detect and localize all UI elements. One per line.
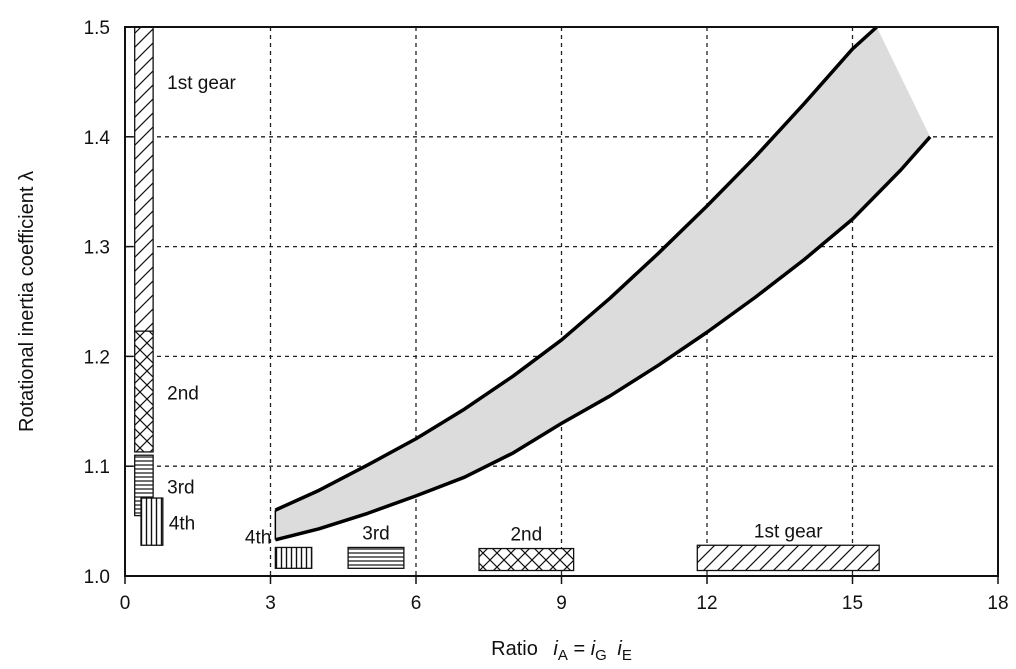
x-tick-label: 3 [265, 593, 276, 614]
x-axis-title-eq: = [573, 638, 585, 660]
y-range-label: 1st gear [167, 73, 236, 94]
x-axis-title-i3: i [617, 638, 622, 660]
y-tick-label: 1.0 [84, 567, 110, 588]
inertia-band [274, 25, 932, 542]
x-tick-label: 9 [556, 593, 567, 614]
y-tick-label: 1.1 [84, 457, 110, 478]
y-range-box [140, 497, 164, 546]
x-range-label: 1st gear [754, 521, 823, 542]
y-range-label: 2nd [167, 384, 199, 405]
lower-curve [274, 135, 932, 542]
x-axis-title-i1: i [553, 638, 558, 660]
x-range-box [347, 546, 405, 569]
x-axis-title: Ratio iA = iG iE [491, 638, 632, 665]
y-range-label: 4th [169, 514, 195, 535]
x-axis-title-sub-g: G [595, 647, 607, 664]
y-range-label: 3rd [167, 477, 194, 498]
x-range-box [478, 547, 575, 572]
y-tick-label: 1.5 [84, 18, 110, 39]
x-tick-label: 15 [842, 593, 863, 614]
x-axis-title-sub-a: A [558, 647, 568, 664]
tick-labels: 0 3 6 9 12 15 18 1.0 1.1 1.2 1.3 1.4 1.5 [84, 18, 1009, 614]
band-fill [275, 27, 931, 540]
gear-ranges [134, 26, 880, 572]
y-tick-label: 1.4 [84, 128, 111, 149]
x-axis-title-prefix: Ratio [491, 638, 538, 660]
x-range-box [274, 546, 313, 569]
x-range-label: 3rd [362, 523, 389, 544]
x-tick-label: 18 [987, 593, 1008, 614]
y-range-box [134, 26, 154, 333]
x-range-box [696, 544, 880, 572]
y-range-box [134, 330, 154, 453]
range-labels: 4th 3rd 2nd 1st gear 1st gear 2nd 3rd 4th [167, 73, 823, 549]
y-axis-title: Rotational inertia coefficient λ [16, 171, 38, 432]
y-tick-label: 1.2 [84, 347, 110, 368]
x-tick-label: 6 [411, 593, 422, 614]
upper-curve [274, 25, 878, 512]
x-tick-label: 12 [696, 593, 717, 614]
y-tick-label: 1.3 [84, 238, 110, 259]
x-range-label: 2nd [510, 525, 542, 546]
x-range-label: 4th [245, 527, 271, 548]
x-axis-title-sub-e: E [622, 647, 632, 664]
x-tick-label: 0 [120, 593, 131, 614]
x-axis-title-i2: i [591, 638, 596, 660]
